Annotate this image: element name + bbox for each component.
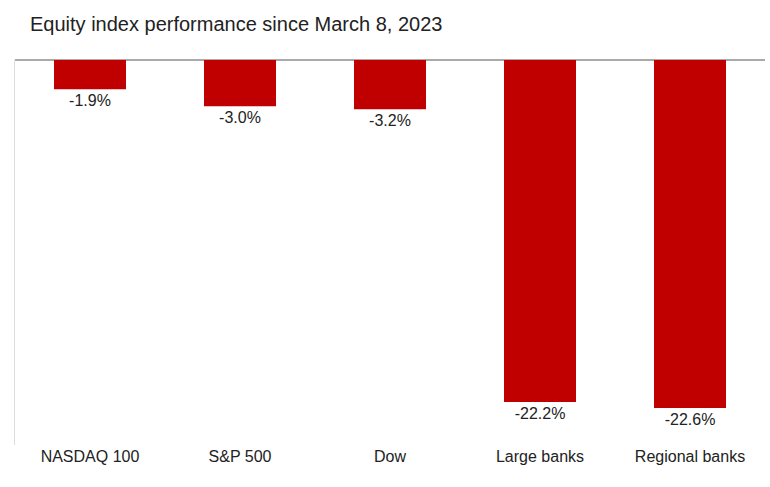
svg-text:-22.2%: -22.2% [515,405,566,422]
svg-text:-1.9%: -1.9% [69,92,111,109]
svg-text:Equity index performance since: Equity index performance since March 8, … [30,13,442,35]
svg-text:-22.6%: -22.6% [665,411,716,428]
svg-text:-3.0%: -3.0% [219,109,261,126]
svg-text:NASDAQ 100: NASDAQ 100 [41,448,140,465]
svg-text:Large banks: Large banks [496,448,584,465]
svg-text:-3.2%: -3.2% [369,112,411,129]
svg-text:Regional banks: Regional banks [635,448,745,465]
svg-text:Dow: Dow [374,448,406,465]
svg-text:S&P 500: S&P 500 [209,448,272,465]
